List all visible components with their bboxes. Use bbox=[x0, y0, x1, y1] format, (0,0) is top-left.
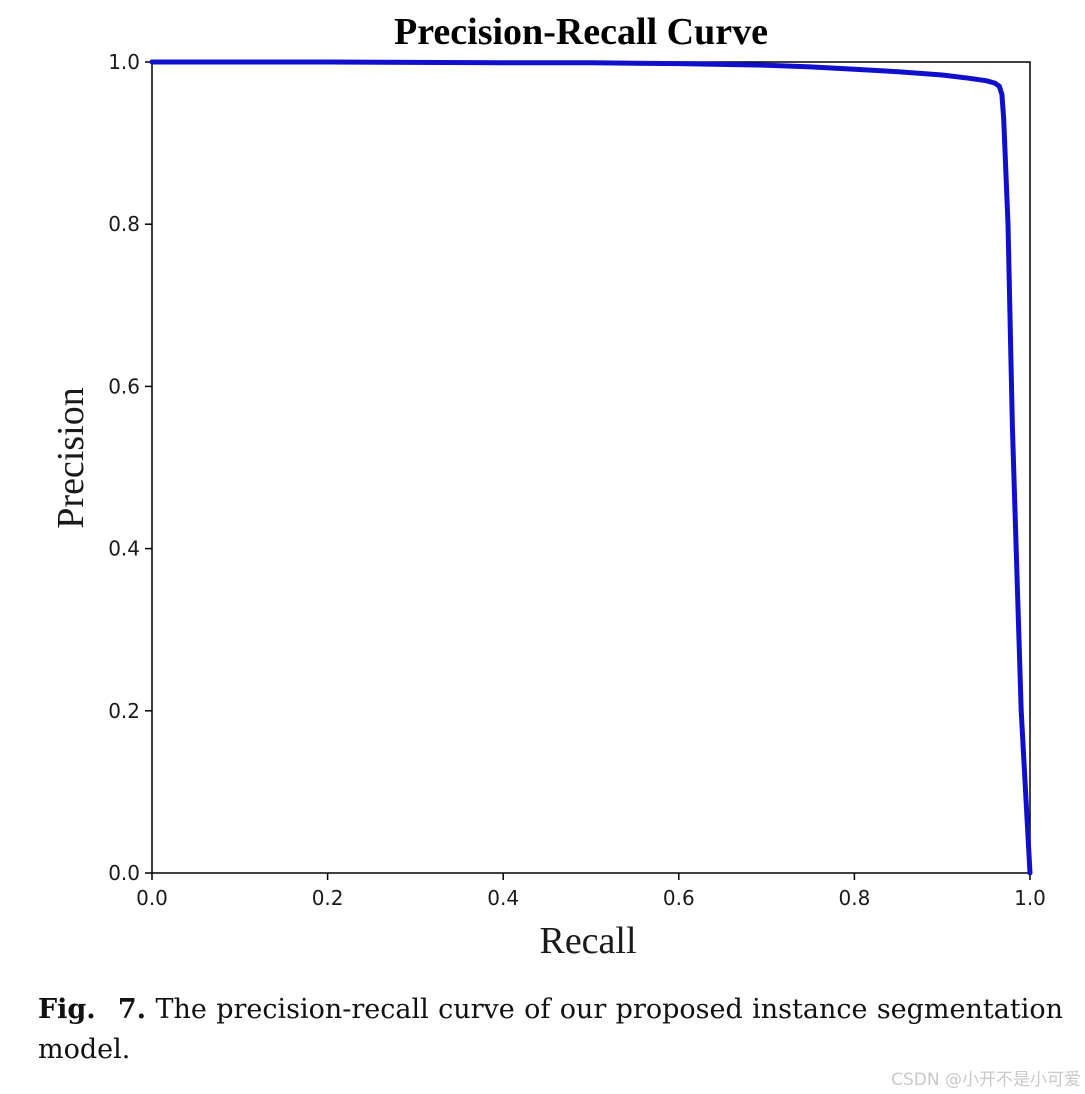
y-tick-label: 0.8 bbox=[108, 212, 140, 236]
x-axis-label: Recall bbox=[539, 920, 636, 962]
x-tick-label: 0.4 bbox=[487, 886, 519, 910]
watermark: CSDN @小开不是小可爱 bbox=[891, 1070, 1081, 1090]
caption-label: Fig. 7. bbox=[38, 994, 147, 1025]
x-axis-ticks: 0.0 0.2 0.4 0.6 0.8 1.0 bbox=[136, 873, 1046, 910]
chart-title: Precision-Recall Curve bbox=[394, 11, 768, 53]
figure-caption: Fig. 7. The precision-recall curve of ou… bbox=[38, 990, 1063, 1070]
y-tick-label: 0.2 bbox=[108, 699, 140, 723]
pr-curve-line bbox=[149, 59, 1033, 876]
series-layer bbox=[149, 59, 1033, 876]
y-tick-label: 0.4 bbox=[108, 537, 140, 561]
caption-text: The precision-recall curve of our propos… bbox=[38, 994, 1063, 1065]
y-axis-label: Precision bbox=[50, 387, 92, 528]
y-axis-ticks: 0.0 0.2 0.4 0.6 0.8 1.0 bbox=[108, 50, 152, 885]
x-tick-label: 0.8 bbox=[838, 886, 870, 910]
x-tick-label: 1.0 bbox=[1014, 886, 1046, 910]
y-tick-label: 0.6 bbox=[108, 374, 140, 398]
x-tick-label: 0.0 bbox=[136, 886, 168, 910]
plot-frame bbox=[151, 61, 1031, 874]
x-tick-label: 0.6 bbox=[663, 886, 695, 910]
y-tick-label: 0.0 bbox=[108, 861, 140, 885]
x-tick-label: 0.2 bbox=[312, 886, 344, 910]
y-tick-label: 1.0 bbox=[108, 50, 140, 74]
plot-area bbox=[151, 61, 1031, 874]
